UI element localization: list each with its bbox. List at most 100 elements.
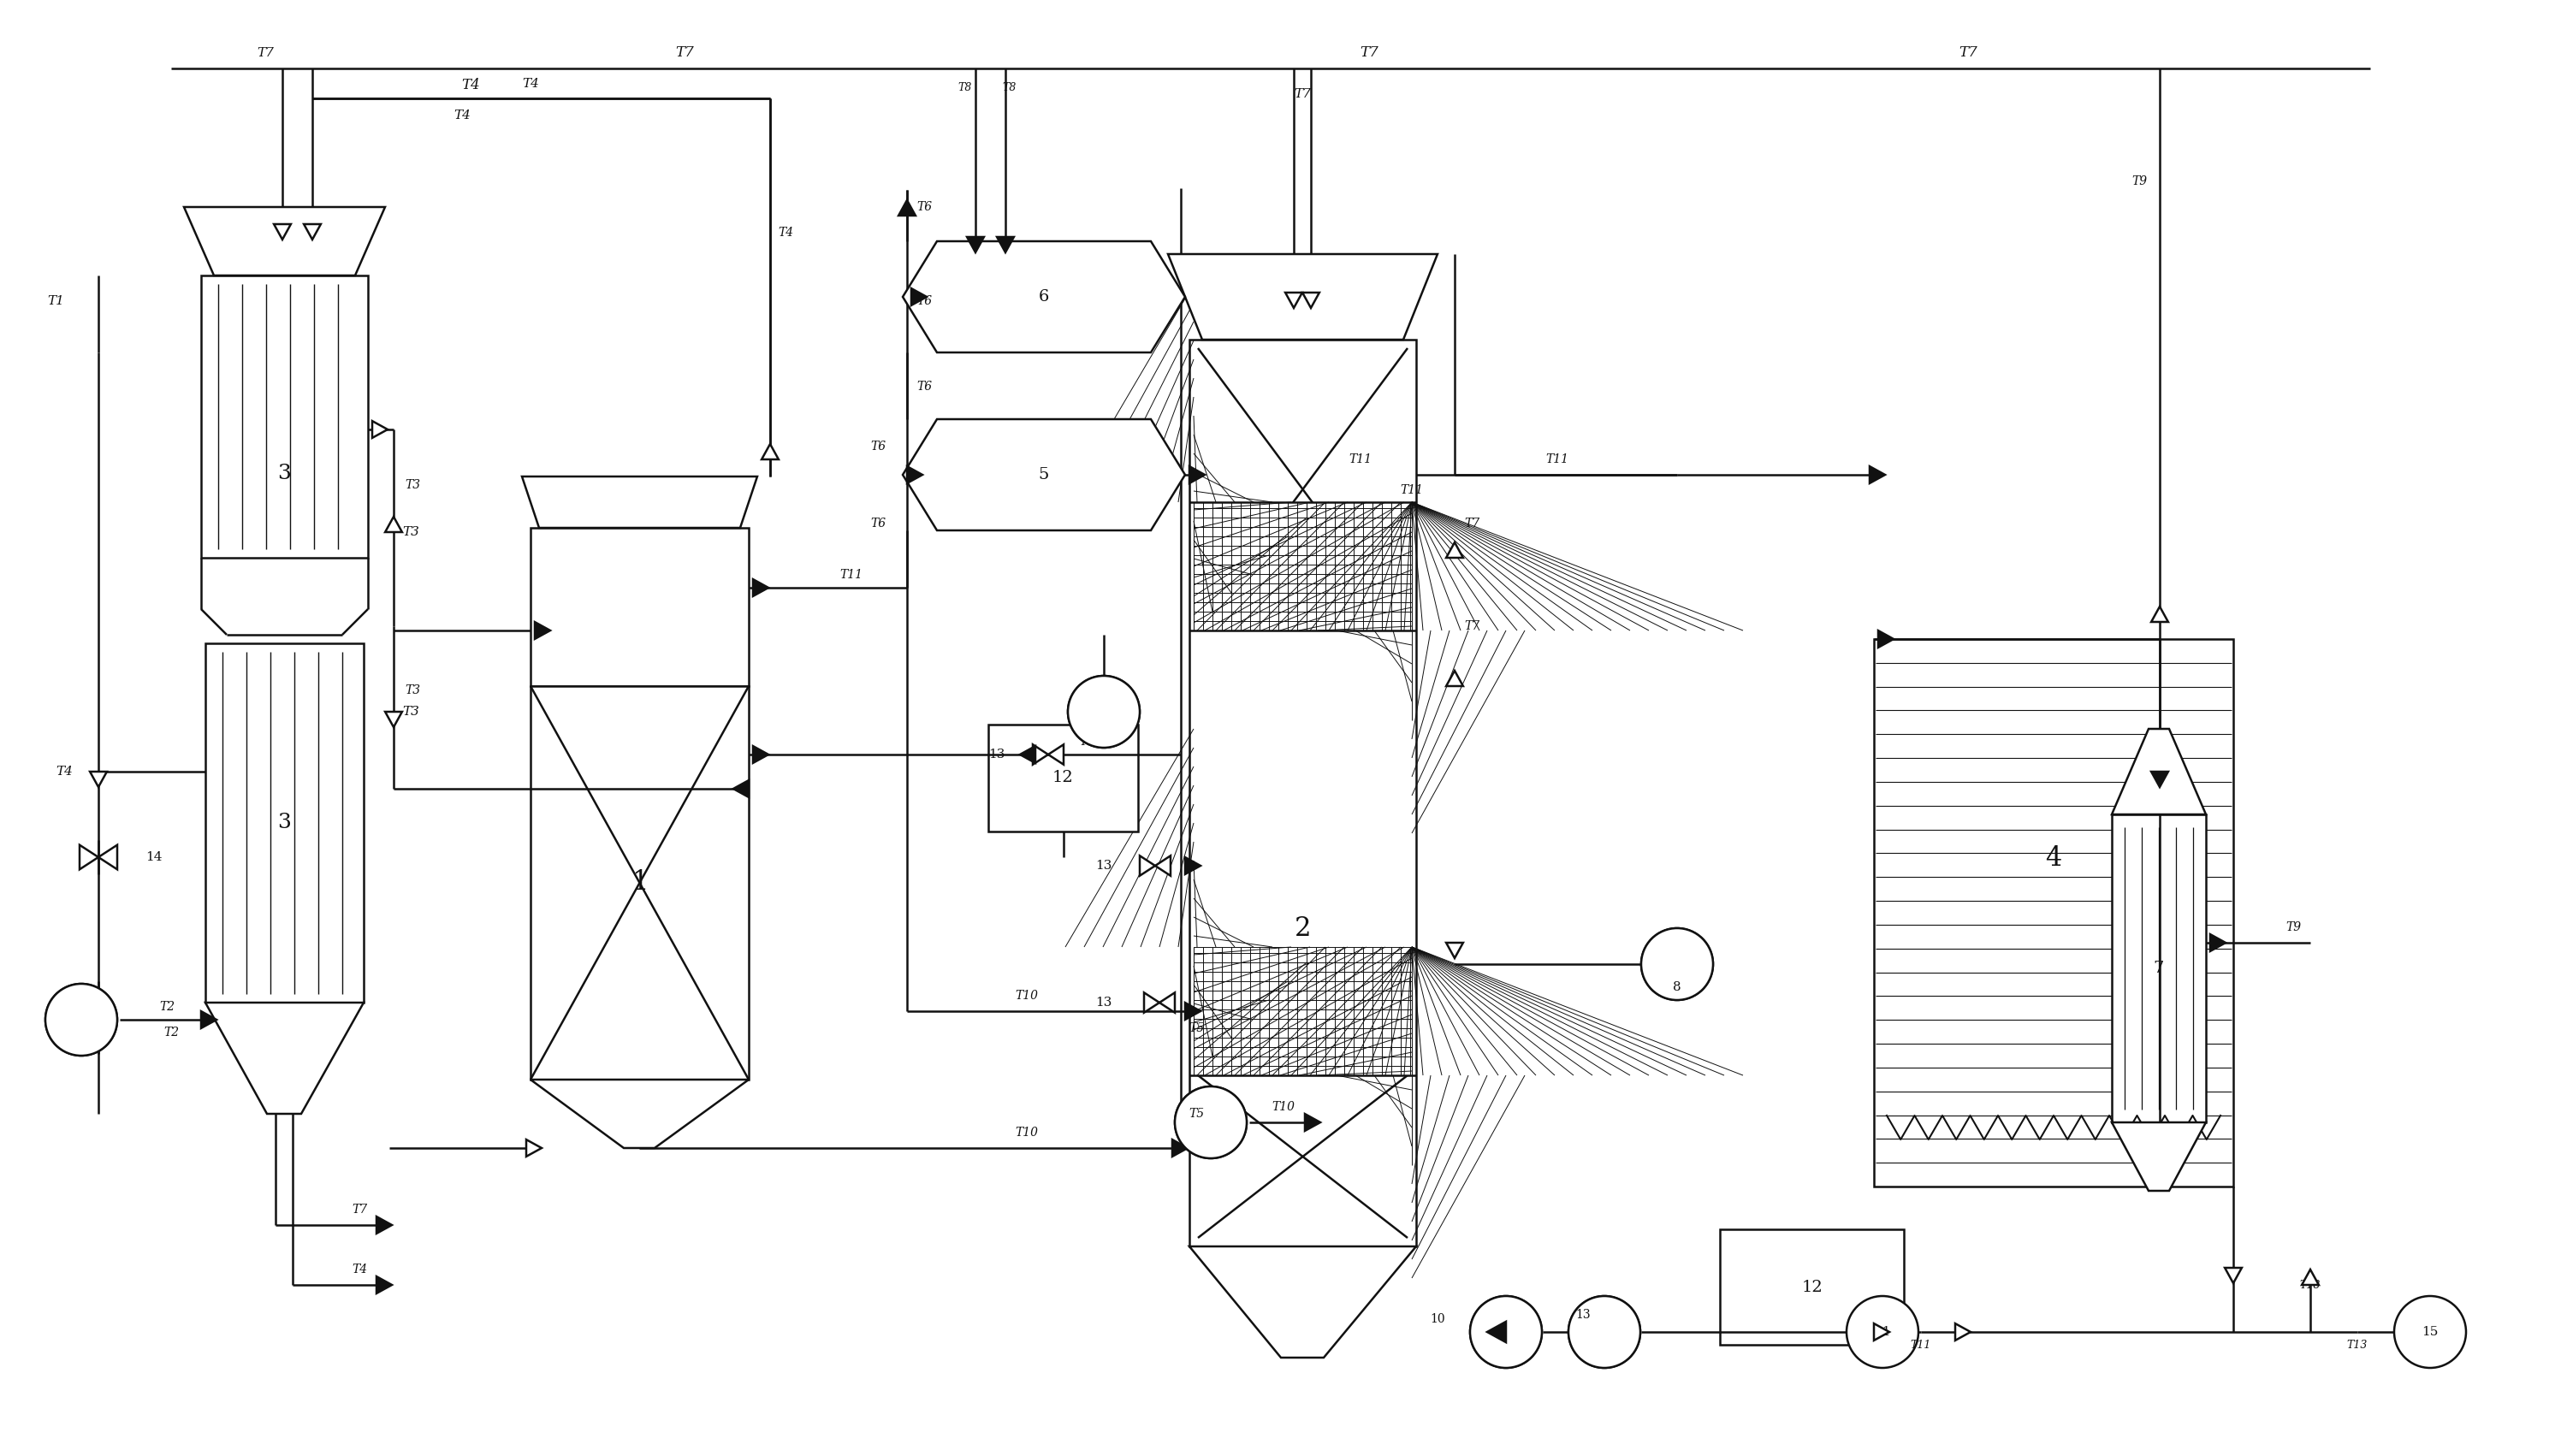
Polygon shape xyxy=(372,421,388,438)
Text: T10: T10 xyxy=(1014,1127,1037,1139)
Text: T4: T4 xyxy=(454,109,470,121)
Polygon shape xyxy=(1186,858,1201,874)
Text: T11: T11 xyxy=(1402,485,1422,496)
Text: T6: T6 xyxy=(916,296,932,307)
Circle shape xyxy=(1176,1086,1248,1159)
Text: 12: 12 xyxy=(1802,1280,1823,1294)
Circle shape xyxy=(1568,1296,1640,1367)
Polygon shape xyxy=(1879,630,1894,648)
Polygon shape xyxy=(205,1003,365,1114)
Polygon shape xyxy=(2113,729,2205,814)
Polygon shape xyxy=(752,579,768,596)
Text: 12: 12 xyxy=(1052,770,1073,786)
Polygon shape xyxy=(1445,942,1463,958)
Polygon shape xyxy=(90,772,108,788)
Polygon shape xyxy=(1186,1003,1201,1019)
Text: 6: 6 xyxy=(1040,290,1050,304)
Polygon shape xyxy=(1189,466,1204,483)
Text: T3: T3 xyxy=(406,479,421,491)
Circle shape xyxy=(2395,1296,2467,1367)
Polygon shape xyxy=(1869,466,1884,483)
Text: T4: T4 xyxy=(352,1264,367,1275)
Bar xyxy=(531,686,750,1079)
Bar xyxy=(1194,502,1412,630)
Polygon shape xyxy=(1304,1114,1319,1131)
Bar xyxy=(2113,814,2205,1123)
Circle shape xyxy=(1471,1296,1543,1367)
Text: T7: T7 xyxy=(1463,517,1479,530)
Text: 13: 13 xyxy=(1597,1347,1612,1360)
Polygon shape xyxy=(752,745,768,763)
Text: T3: T3 xyxy=(403,706,418,718)
Text: T5: T5 xyxy=(1189,1108,1204,1120)
Polygon shape xyxy=(1155,856,1171,875)
Text: 10: 10 xyxy=(1430,1313,1445,1325)
Polygon shape xyxy=(377,1217,393,1233)
Polygon shape xyxy=(1445,543,1463,558)
Circle shape xyxy=(1471,1296,1543,1367)
Text: T3: T3 xyxy=(406,684,421,696)
Text: T10: T10 xyxy=(1014,990,1037,1002)
Text: T7: T7 xyxy=(1361,45,1378,60)
Bar xyxy=(205,644,365,1003)
Circle shape xyxy=(1640,927,1712,1000)
Text: 8: 8 xyxy=(1674,981,1681,993)
Polygon shape xyxy=(80,844,98,869)
Text: T3: T3 xyxy=(403,526,418,539)
Text: T9: T9 xyxy=(2285,922,2300,933)
Circle shape xyxy=(46,984,118,1056)
Polygon shape xyxy=(911,288,927,306)
Polygon shape xyxy=(1168,255,1438,339)
Text: 14: 14 xyxy=(146,852,162,863)
Text: 5: 5 xyxy=(1040,467,1050,482)
Bar xyxy=(1189,339,1417,1246)
Text: T11: T11 xyxy=(1545,453,1568,466)
Polygon shape xyxy=(1145,993,1160,1012)
Text: 10: 10 xyxy=(1497,1326,1515,1338)
Polygon shape xyxy=(531,1079,750,1147)
Text: 13: 13 xyxy=(988,748,1006,760)
Polygon shape xyxy=(534,622,549,639)
Text: T5: T5 xyxy=(1189,1022,1204,1034)
Polygon shape xyxy=(1445,671,1463,686)
Text: 3: 3 xyxy=(277,463,290,483)
Polygon shape xyxy=(1189,1246,1417,1357)
Polygon shape xyxy=(2151,772,2169,788)
Polygon shape xyxy=(762,444,778,460)
Circle shape xyxy=(1640,927,1712,1000)
Text: T7: T7 xyxy=(352,1204,367,1216)
Polygon shape xyxy=(200,1012,216,1028)
Polygon shape xyxy=(1286,293,1301,309)
Polygon shape xyxy=(2303,1270,2318,1284)
Text: 15: 15 xyxy=(2421,1326,2439,1338)
Polygon shape xyxy=(185,207,385,275)
Polygon shape xyxy=(734,780,750,798)
Text: 7: 7 xyxy=(2154,961,2164,976)
Polygon shape xyxy=(521,476,757,529)
Polygon shape xyxy=(1173,1140,1189,1156)
Circle shape xyxy=(1568,1296,1640,1367)
Text: 4: 4 xyxy=(2046,844,2061,871)
Text: 3: 3 xyxy=(277,812,290,833)
Polygon shape xyxy=(1301,293,1319,309)
Polygon shape xyxy=(385,517,403,531)
Text: 13: 13 xyxy=(1576,1309,1592,1321)
Polygon shape xyxy=(377,1277,393,1293)
Text: T5: T5 xyxy=(1078,735,1094,748)
Text: T18: T18 xyxy=(2300,1280,2321,1290)
Polygon shape xyxy=(526,1140,542,1156)
Text: T6: T6 xyxy=(870,441,886,453)
Bar xyxy=(531,529,750,686)
Polygon shape xyxy=(2210,935,2226,951)
Text: T4: T4 xyxy=(462,79,480,93)
Text: T2: T2 xyxy=(164,1026,180,1038)
Polygon shape xyxy=(275,224,290,240)
Polygon shape xyxy=(385,712,403,727)
Polygon shape xyxy=(996,237,1014,252)
Text: 1: 1 xyxy=(631,869,647,895)
Text: T9: T9 xyxy=(2131,175,2146,188)
Text: T7: T7 xyxy=(1959,45,1977,60)
Text: T8: T8 xyxy=(1004,82,1017,93)
Polygon shape xyxy=(1604,1322,1620,1342)
Polygon shape xyxy=(1140,856,1155,875)
